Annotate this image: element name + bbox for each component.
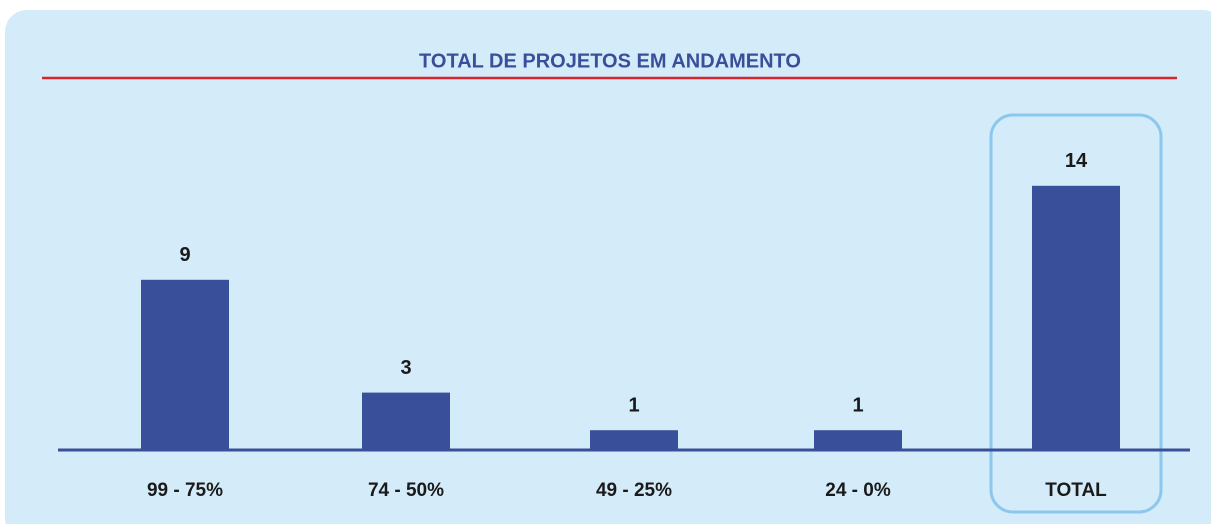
value-label: 1 xyxy=(628,394,639,416)
highlight-box xyxy=(989,113,1163,514)
x-tick-label: 49 - 25% xyxy=(596,480,672,501)
bar xyxy=(1032,185,1120,450)
x-tick-label: 24 - 0% xyxy=(825,480,891,501)
panel xyxy=(5,10,1211,524)
value-label: 9 xyxy=(179,244,190,266)
value-label: 14 xyxy=(1065,150,1088,172)
bar xyxy=(141,279,229,449)
chart-title: TOTAL DE PROJETOS EM ANDAMENTO xyxy=(419,50,801,72)
bar xyxy=(362,392,450,449)
bar xyxy=(814,430,902,449)
x-tick-label: TOTAL xyxy=(1045,480,1107,501)
x-tick-label: 74 - 50% xyxy=(368,480,444,501)
value-label: 1 xyxy=(852,394,863,416)
value-label: 3 xyxy=(400,357,411,379)
bar xyxy=(590,430,678,449)
x-tick-label: 99 - 75% xyxy=(147,480,223,501)
